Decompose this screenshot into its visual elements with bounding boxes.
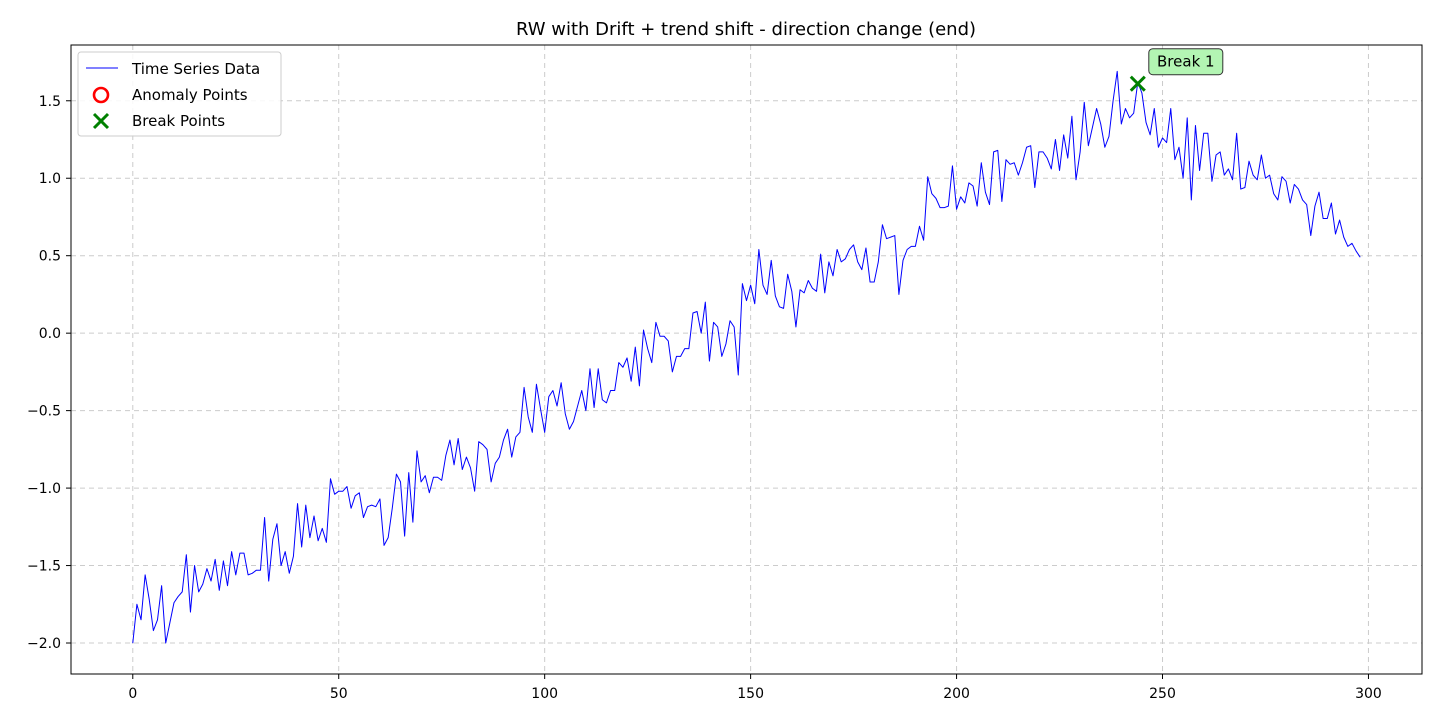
break-point-label: Break 1 <box>1157 53 1215 71</box>
x-tick-label: 250 <box>1149 686 1176 702</box>
legend-x-marker-icon <box>92 112 110 130</box>
y-tick-label: 1.5 <box>39 94 61 110</box>
x-tick-label: 0 <box>128 686 137 702</box>
legend-label-break: Break Points <box>132 112 225 130</box>
break-point-layer: Break 1 <box>1129 48 1224 92</box>
legend-label-anomaly: Anomaly Points <box>132 86 248 104</box>
y-tick-label: 1.0 <box>39 171 61 187</box>
x-tick-label: 150 <box>737 686 764 702</box>
x-tick-label: 100 <box>531 686 558 702</box>
y-tick-label: 0.5 <box>39 249 61 265</box>
break-point-annotation: Break 1 <box>1148 48 1224 76</box>
x-axis: 0 50 100 150 200 250 300 <box>128 674 1382 702</box>
x-tick-label: 50 <box>330 686 348 702</box>
x-tick-label: 200 <box>943 686 970 702</box>
annotation-box <box>1148 48 1224 76</box>
break-point-marker <box>1129 75 1146 92</box>
chart-title: RW with Drift + trend shift - direction … <box>516 19 976 40</box>
y-tick-label: −2.0 <box>27 636 61 652</box>
series-line-time-series <box>132 70 1361 644</box>
series-layer <box>132 70 1361 644</box>
legend-label-time-series: Time Series Data <box>131 60 260 78</box>
plot-frame <box>70 44 1423 675</box>
y-tick-label: −1.0 <box>27 481 61 497</box>
legend-box <box>77 51 282 137</box>
y-tick-label: −0.5 <box>27 404 61 420</box>
grid-lines <box>71 45 1422 674</box>
legend-circle-marker-icon <box>92 86 110 104</box>
legend: Time Series Data Anomaly Points Break Po… <box>77 51 282 137</box>
y-axis: −2.0 −1.5 −1.0 −0.5 0.0 0.5 1.0 1.5 <box>27 94 71 652</box>
x-tick-label: 300 <box>1355 686 1382 702</box>
y-tick-label: −1.5 <box>27 559 61 575</box>
y-tick-label: 0.0 <box>39 326 61 342</box>
